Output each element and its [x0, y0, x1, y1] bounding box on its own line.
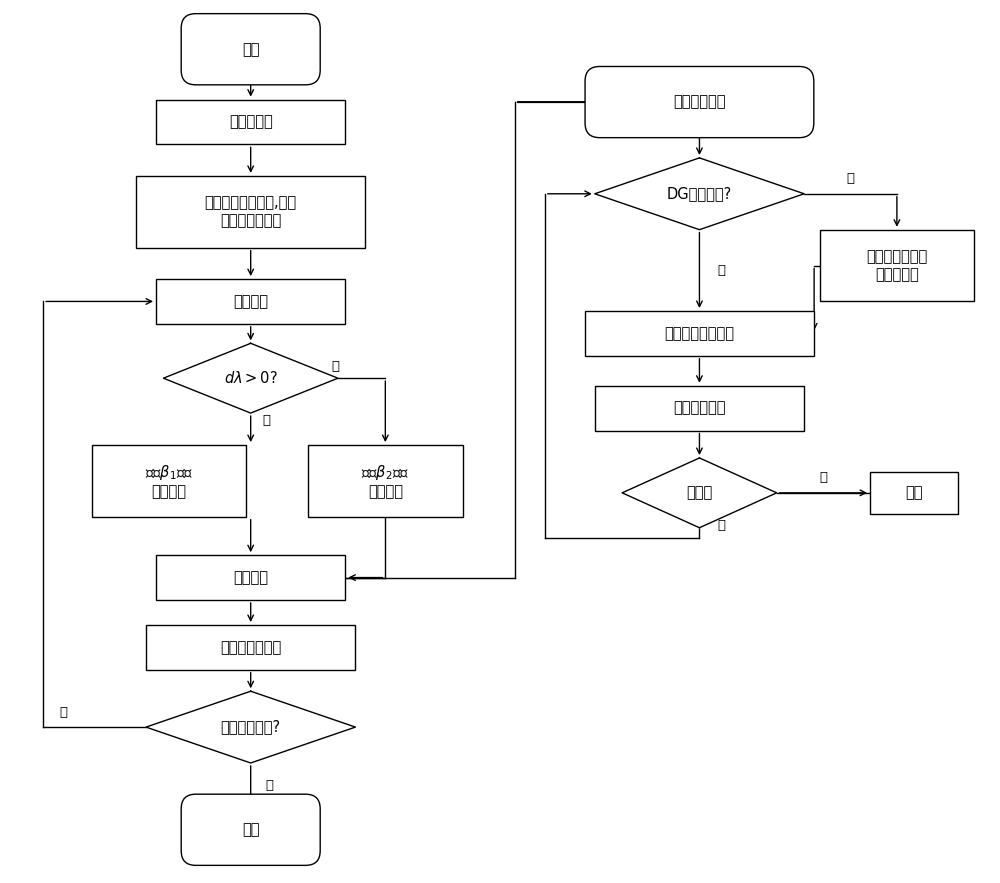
FancyBboxPatch shape — [870, 472, 958, 514]
Text: 开始: 开始 — [242, 42, 259, 57]
Text: 设置初始连续参数,步长
和负荷增长方式: 设置初始连续参数,步长 和负荷增长方式 — [205, 195, 297, 228]
Text: 节点类型双向转
换逻辑判断: 节点类型双向转 换逻辑判断 — [866, 249, 928, 282]
Text: 求解增广潮流方程: 求解增广潮流方程 — [664, 326, 734, 341]
Text: 更新状态变量: 更新状态变量 — [673, 401, 726, 416]
Polygon shape — [595, 158, 804, 230]
Text: 否: 否 — [717, 519, 725, 532]
Text: 是: 是 — [266, 780, 274, 792]
FancyBboxPatch shape — [92, 445, 246, 517]
Polygon shape — [163, 343, 338, 413]
FancyBboxPatch shape — [820, 230, 974, 301]
Text: 校正环节: 校正环节 — [233, 570, 268, 585]
FancyBboxPatch shape — [585, 66, 814, 138]
FancyBboxPatch shape — [146, 625, 355, 670]
Text: 结束: 结束 — [242, 822, 259, 837]
FancyBboxPatch shape — [181, 13, 320, 85]
Text: 否: 否 — [717, 264, 725, 276]
Text: DG是否接入?: DG是否接入? — [667, 186, 732, 201]
Text: $d\lambda>0$?: $d\lambda>0$? — [224, 370, 278, 386]
FancyBboxPatch shape — [595, 386, 804, 431]
Polygon shape — [146, 691, 355, 763]
FancyBboxPatch shape — [181, 794, 320, 865]
Text: 计算初始点: 计算初始点 — [229, 115, 273, 130]
FancyBboxPatch shape — [308, 445, 463, 517]
FancyBboxPatch shape — [585, 311, 814, 356]
FancyBboxPatch shape — [156, 279, 345, 324]
Text: 满足终止条件?: 满足终止条件? — [221, 720, 281, 735]
Text: 校正环节开始: 校正环节开始 — [673, 94, 726, 109]
Text: 分岔点类型识别: 分岔点类型识别 — [220, 640, 281, 655]
Text: 选择$\beta_2$作为
几何参数: 选择$\beta_2$作为 几何参数 — [361, 463, 409, 499]
Text: 是: 是 — [263, 413, 271, 426]
Text: 退出: 退出 — [905, 486, 923, 501]
Text: 否: 否 — [59, 706, 67, 719]
Text: 选择$\beta_1$作为
几何参数: 选择$\beta_1$作为 几何参数 — [145, 463, 193, 499]
FancyBboxPatch shape — [156, 100, 345, 145]
Text: 收敛？: 收敛？ — [686, 486, 713, 501]
FancyBboxPatch shape — [156, 555, 345, 600]
Text: 是: 是 — [847, 172, 855, 185]
FancyBboxPatch shape — [136, 176, 365, 247]
Text: 否: 否 — [331, 359, 339, 373]
Text: 预测环节: 预测环节 — [233, 294, 268, 309]
Polygon shape — [622, 458, 777, 528]
Text: 是: 是 — [819, 472, 827, 485]
